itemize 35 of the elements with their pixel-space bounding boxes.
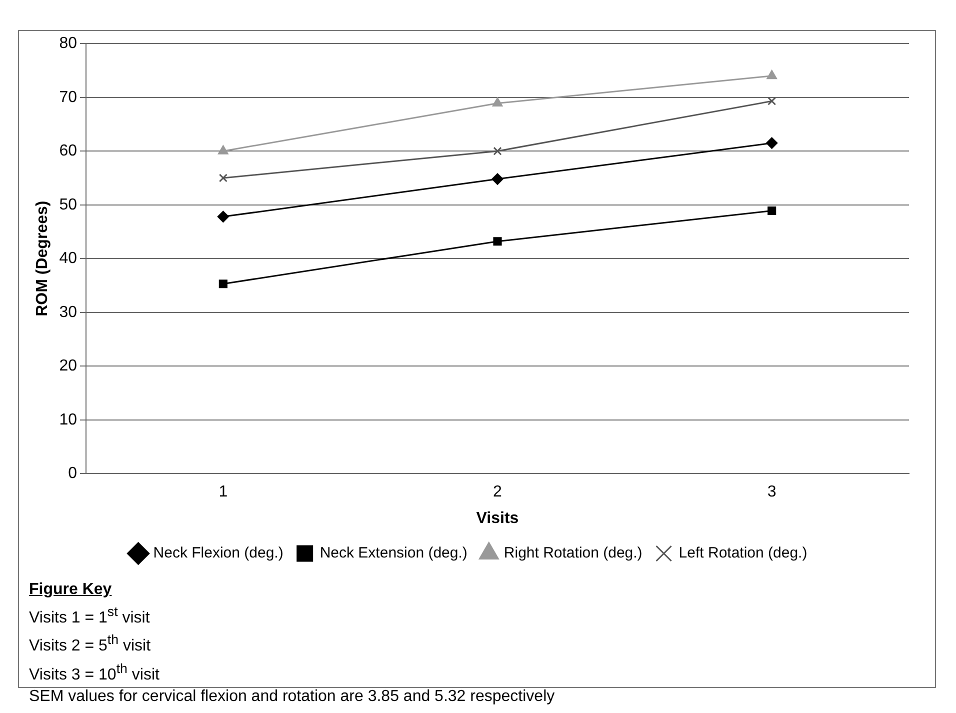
y-tick-label: 70	[59, 88, 78, 106]
point	[218, 174, 228, 182]
x-axis-title: Visits	[476, 510, 519, 527]
legend-label: Right Rotation (deg.)	[504, 544, 642, 562]
y-tick-label: 80	[59, 35, 78, 52]
y-tick-label: 10	[59, 411, 78, 428]
text: Visits 2 = 5$^{th}$ visit	[29, 631, 152, 657]
point	[492, 173, 504, 185]
point	[493, 146, 502, 156]
point	[768, 96, 776, 106]
point	[766, 70, 777, 80]
y-tick-label: 0	[68, 465, 78, 482]
text: SEM values for cervical flexion and rotation are 3.85 and 5.32 respectively	[29, 686, 555, 707]
text: Visits 1 = 1$^{st}$ visit	[29, 603, 151, 628]
point	[493, 237, 502, 246]
x-tick-label: 2	[493, 484, 502, 501]
point	[492, 98, 503, 107]
point	[766, 137, 778, 149]
x-tick-label: 3	[767, 484, 776, 501]
point	[218, 145, 228, 154]
legend-label: Neck Flexion (deg.)	[153, 544, 284, 562]
legend-label: Neck Extension (deg.)	[320, 544, 468, 562]
text: Visits 3 = 10$^{th}$ visit	[29, 660, 160, 685]
legend-label: Left Rotation (deg.)	[678, 544, 808, 562]
y-tick-label: 30	[59, 304, 78, 321]
text: Figure Key	[29, 580, 113, 600]
point	[218, 280, 228, 288]
y-tick-label: 40	[59, 250, 78, 268]
y-tick-label: 50	[59, 196, 78, 214]
y-tick-label: 60	[59, 142, 78, 160]
point	[768, 206, 776, 216]
x-tick-label: 1	[218, 484, 228, 501]
y-tick-label: 20	[59, 358, 78, 375]
y-axis-title: ROM (Degrees)	[34, 200, 52, 316]
point	[217, 210, 229, 222]
